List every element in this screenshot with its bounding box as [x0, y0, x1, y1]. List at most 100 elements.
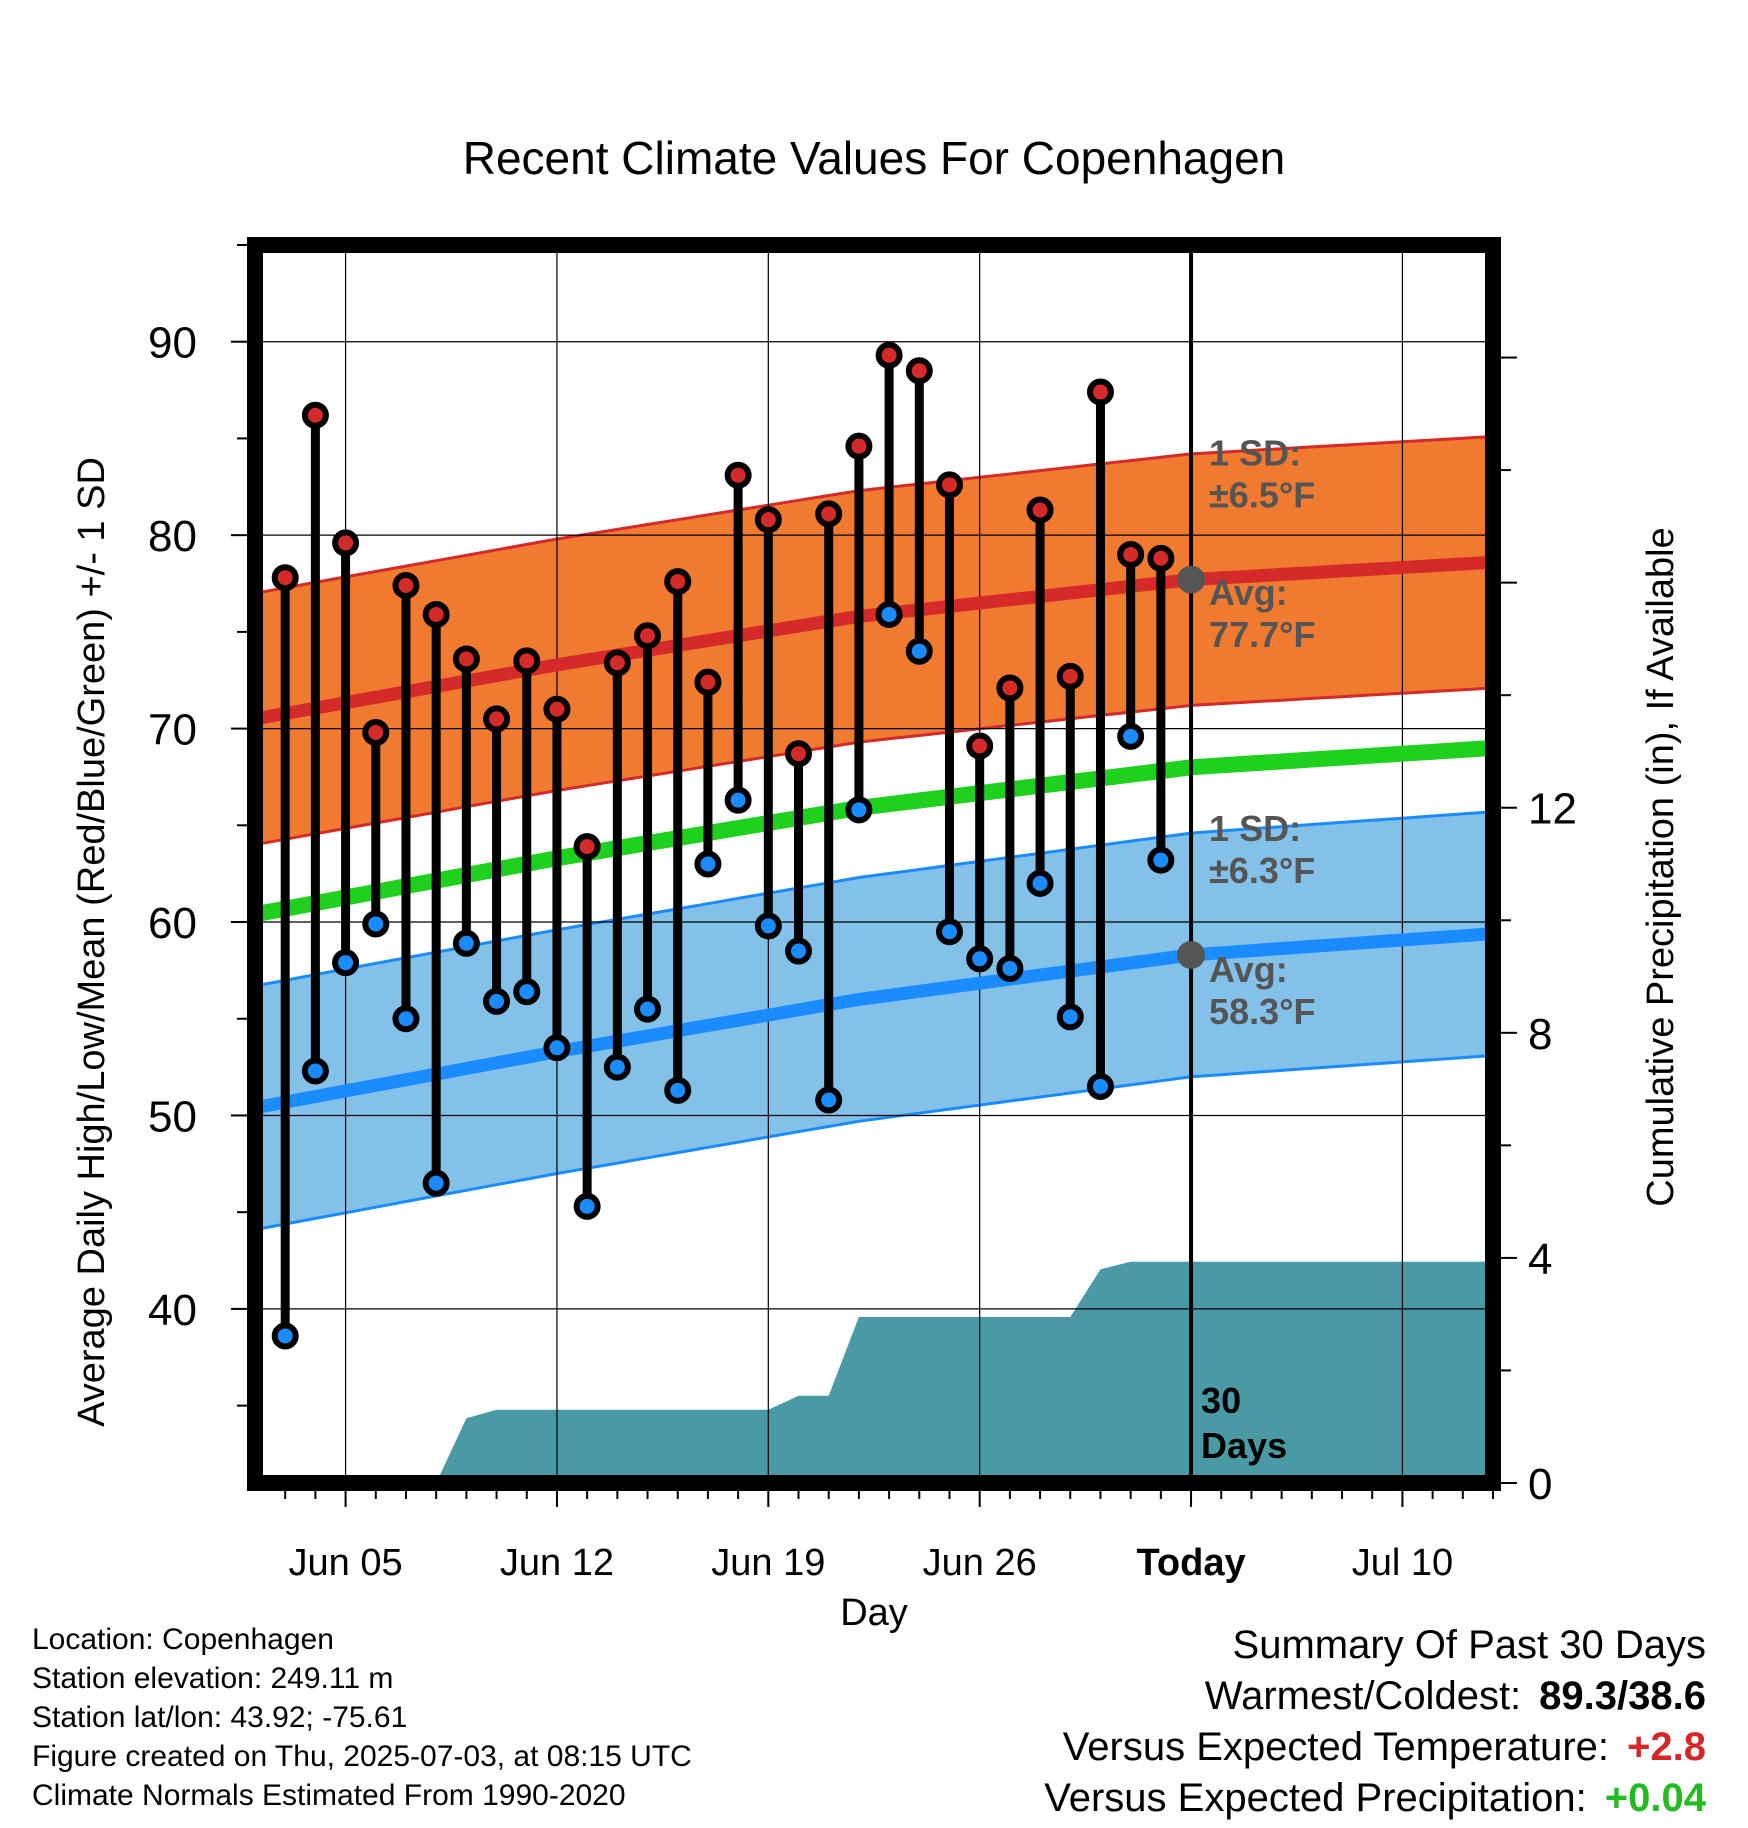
- low-sd-label: 1 SD:: [1209, 808, 1301, 849]
- daily-high-point: [271, 564, 299, 592]
- daily-low-point: [754, 912, 782, 940]
- y-axis-label-left: Average Daily High/Low/Mean (Red/Blue/Gr…: [71, 457, 113, 1427]
- daily-low-point: [1117, 722, 1145, 750]
- y-right-tick-label: 0: [1528, 1460, 1552, 1509]
- daily-high-point: [1117, 541, 1145, 568]
- x-tick-label: Jun 26: [923, 1542, 1037, 1584]
- low-avg-label: Avg:: [1209, 949, 1288, 990]
- daily-high-point: [603, 649, 631, 677]
- summary-panel: Summary Of Past 30 Days Warmest/Coldest:…: [1044, 1620, 1706, 1824]
- y-axis-label-right: Cumulative Precipitation (in), If Availa…: [1640, 527, 1682, 1206]
- daily-low-point: [694, 850, 722, 878]
- y-left-tick-label: 50: [148, 1092, 197, 1141]
- daily-high-point: [513, 647, 541, 675]
- y-left-tick-label: 90: [148, 319, 197, 368]
- daily-low-point: [966, 945, 994, 973]
- high-avg-label: Avg:: [1209, 572, 1288, 613]
- daily-low-point: [1056, 1003, 1084, 1031]
- daily-low-point: [543, 1034, 571, 1062]
- daily-high-point: [483, 705, 511, 733]
- plot-frame: [247, 237, 1501, 1491]
- daily-high-point: [573, 833, 601, 861]
- daily-low-point: [1147, 846, 1175, 874]
- daily-high-point: [845, 432, 873, 460]
- daily-low-point: [905, 637, 933, 665]
- precip-area: [436, 1261, 1493, 1483]
- daily-low-point: [996, 954, 1024, 982]
- daily-low-point: [664, 1076, 692, 1104]
- daily-low-point: [785, 937, 813, 965]
- x-tick-label: Jun 19: [711, 1542, 825, 1584]
- daily-low-point: [1086, 1072, 1114, 1100]
- days-label-word: Days: [1201, 1425, 1287, 1466]
- daily-high-point: [543, 695, 571, 723]
- y-right-tick-label: 8: [1528, 1010, 1552, 1059]
- prcp-deviation-row: Versus Expected Precipitation: +0.04: [1044, 1773, 1706, 1824]
- high-sd-lower-edge: [254, 686, 1494, 847]
- high-sd-upper-edge: [254, 435, 1494, 595]
- daily-high-point: [785, 740, 813, 768]
- latlon-text: Station lat/lon: 43.92; -75.61: [32, 1701, 408, 1734]
- daily-low-point: [301, 1057, 329, 1085]
- x-tick-label: Jul 10: [1352, 1542, 1453, 1584]
- daily-low-point: [935, 918, 963, 946]
- daily-high-point: [754, 506, 782, 534]
- x-tick-label: Jun 05: [289, 1542, 403, 1584]
- daily-high-point: [301, 401, 329, 429]
- daily-high-point: [1026, 496, 1054, 524]
- y-left-tick-label: 80: [148, 512, 197, 561]
- daily-low-point: [573, 1192, 601, 1220]
- chart-title: Recent Climate Values For Copenhagen: [463, 132, 1286, 184]
- high-avg-value: 77.7°F: [1209, 614, 1315, 655]
- warmest-coldest-label: Warmest/Coldest:: [1204, 1674, 1522, 1718]
- daily-low-point: [392, 1005, 420, 1033]
- daily-low-point: [422, 1169, 450, 1197]
- temp-deviation-value: +2.8: [1627, 1725, 1706, 1769]
- days-label-number: 30: [1201, 1380, 1241, 1421]
- temp-deviation-row: Versus Expected Temperature: +2.8: [1044, 1722, 1706, 1773]
- elevation-text: Station elevation: 249.11 m: [32, 1662, 394, 1695]
- daily-high-point: [1056, 662, 1084, 690]
- today-high-avg-marker: [1177, 565, 1206, 594]
- high-avg-line: [255, 555, 1493, 726]
- prcp-deviation-label: Versus Expected Precipitation:: [1044, 1776, 1587, 1820]
- daily-low-point: [875, 600, 903, 628]
- low-sd-band: [255, 811, 1493, 1230]
- y-right-tick-label: 12: [1528, 785, 1577, 834]
- x-tick-label: Jun 12: [500, 1542, 614, 1584]
- daily-low-point: [603, 1053, 631, 1081]
- temp-deviation-label: Versus Expected Temperature:: [1062, 1725, 1610, 1769]
- daily-high-point: [996, 674, 1024, 702]
- daily-low-point: [452, 929, 480, 957]
- low-sd-value: ±6.3°F: [1209, 850, 1315, 891]
- daily-low-point: [815, 1086, 843, 1114]
- daily-high-point: [935, 471, 963, 499]
- created-text: Figure created on Thu, 2025-07-03, at 08…: [32, 1740, 692, 1773]
- daily-high-point: [724, 461, 752, 489]
- daily-high-point: [332, 529, 360, 557]
- daily-low-point: [1026, 869, 1054, 897]
- high-sd-value: ±6.5°F: [1209, 475, 1315, 516]
- x-tick-label: Today: [1137, 1542, 1246, 1584]
- daily-high-point: [1147, 544, 1175, 572]
- daily-high-point: [875, 341, 903, 369]
- station-info: Location: Copenhagen Station elevation: …: [32, 1620, 692, 1815]
- daily-high-point: [1086, 378, 1114, 406]
- y-left-tick-label: 70: [148, 706, 197, 755]
- summary-title: Summary Of Past 30 Days: [1232, 1623, 1706, 1667]
- daily-low-point: [271, 1322, 299, 1350]
- daily-high-point: [392, 571, 420, 599]
- warmest-coldest-row: Warmest/Coldest: 89.3/38.6: [1044, 1671, 1706, 1722]
- low-sd-lower-edge: [254, 1054, 1494, 1232]
- daily-low-point: [362, 910, 390, 938]
- daily-high-point: [422, 600, 450, 628]
- daily-low-point: [724, 786, 752, 814]
- x-axis-label: Day: [840, 1592, 908, 1634]
- daily-high-point: [452, 645, 480, 673]
- low-avg-value: 58.3°F: [1209, 991, 1315, 1032]
- y-left-tick-label: 60: [148, 899, 197, 948]
- daily-low-point: [845, 796, 873, 824]
- daily-low-point: [634, 995, 662, 1023]
- y-left-tick-label: 40: [148, 1286, 197, 1335]
